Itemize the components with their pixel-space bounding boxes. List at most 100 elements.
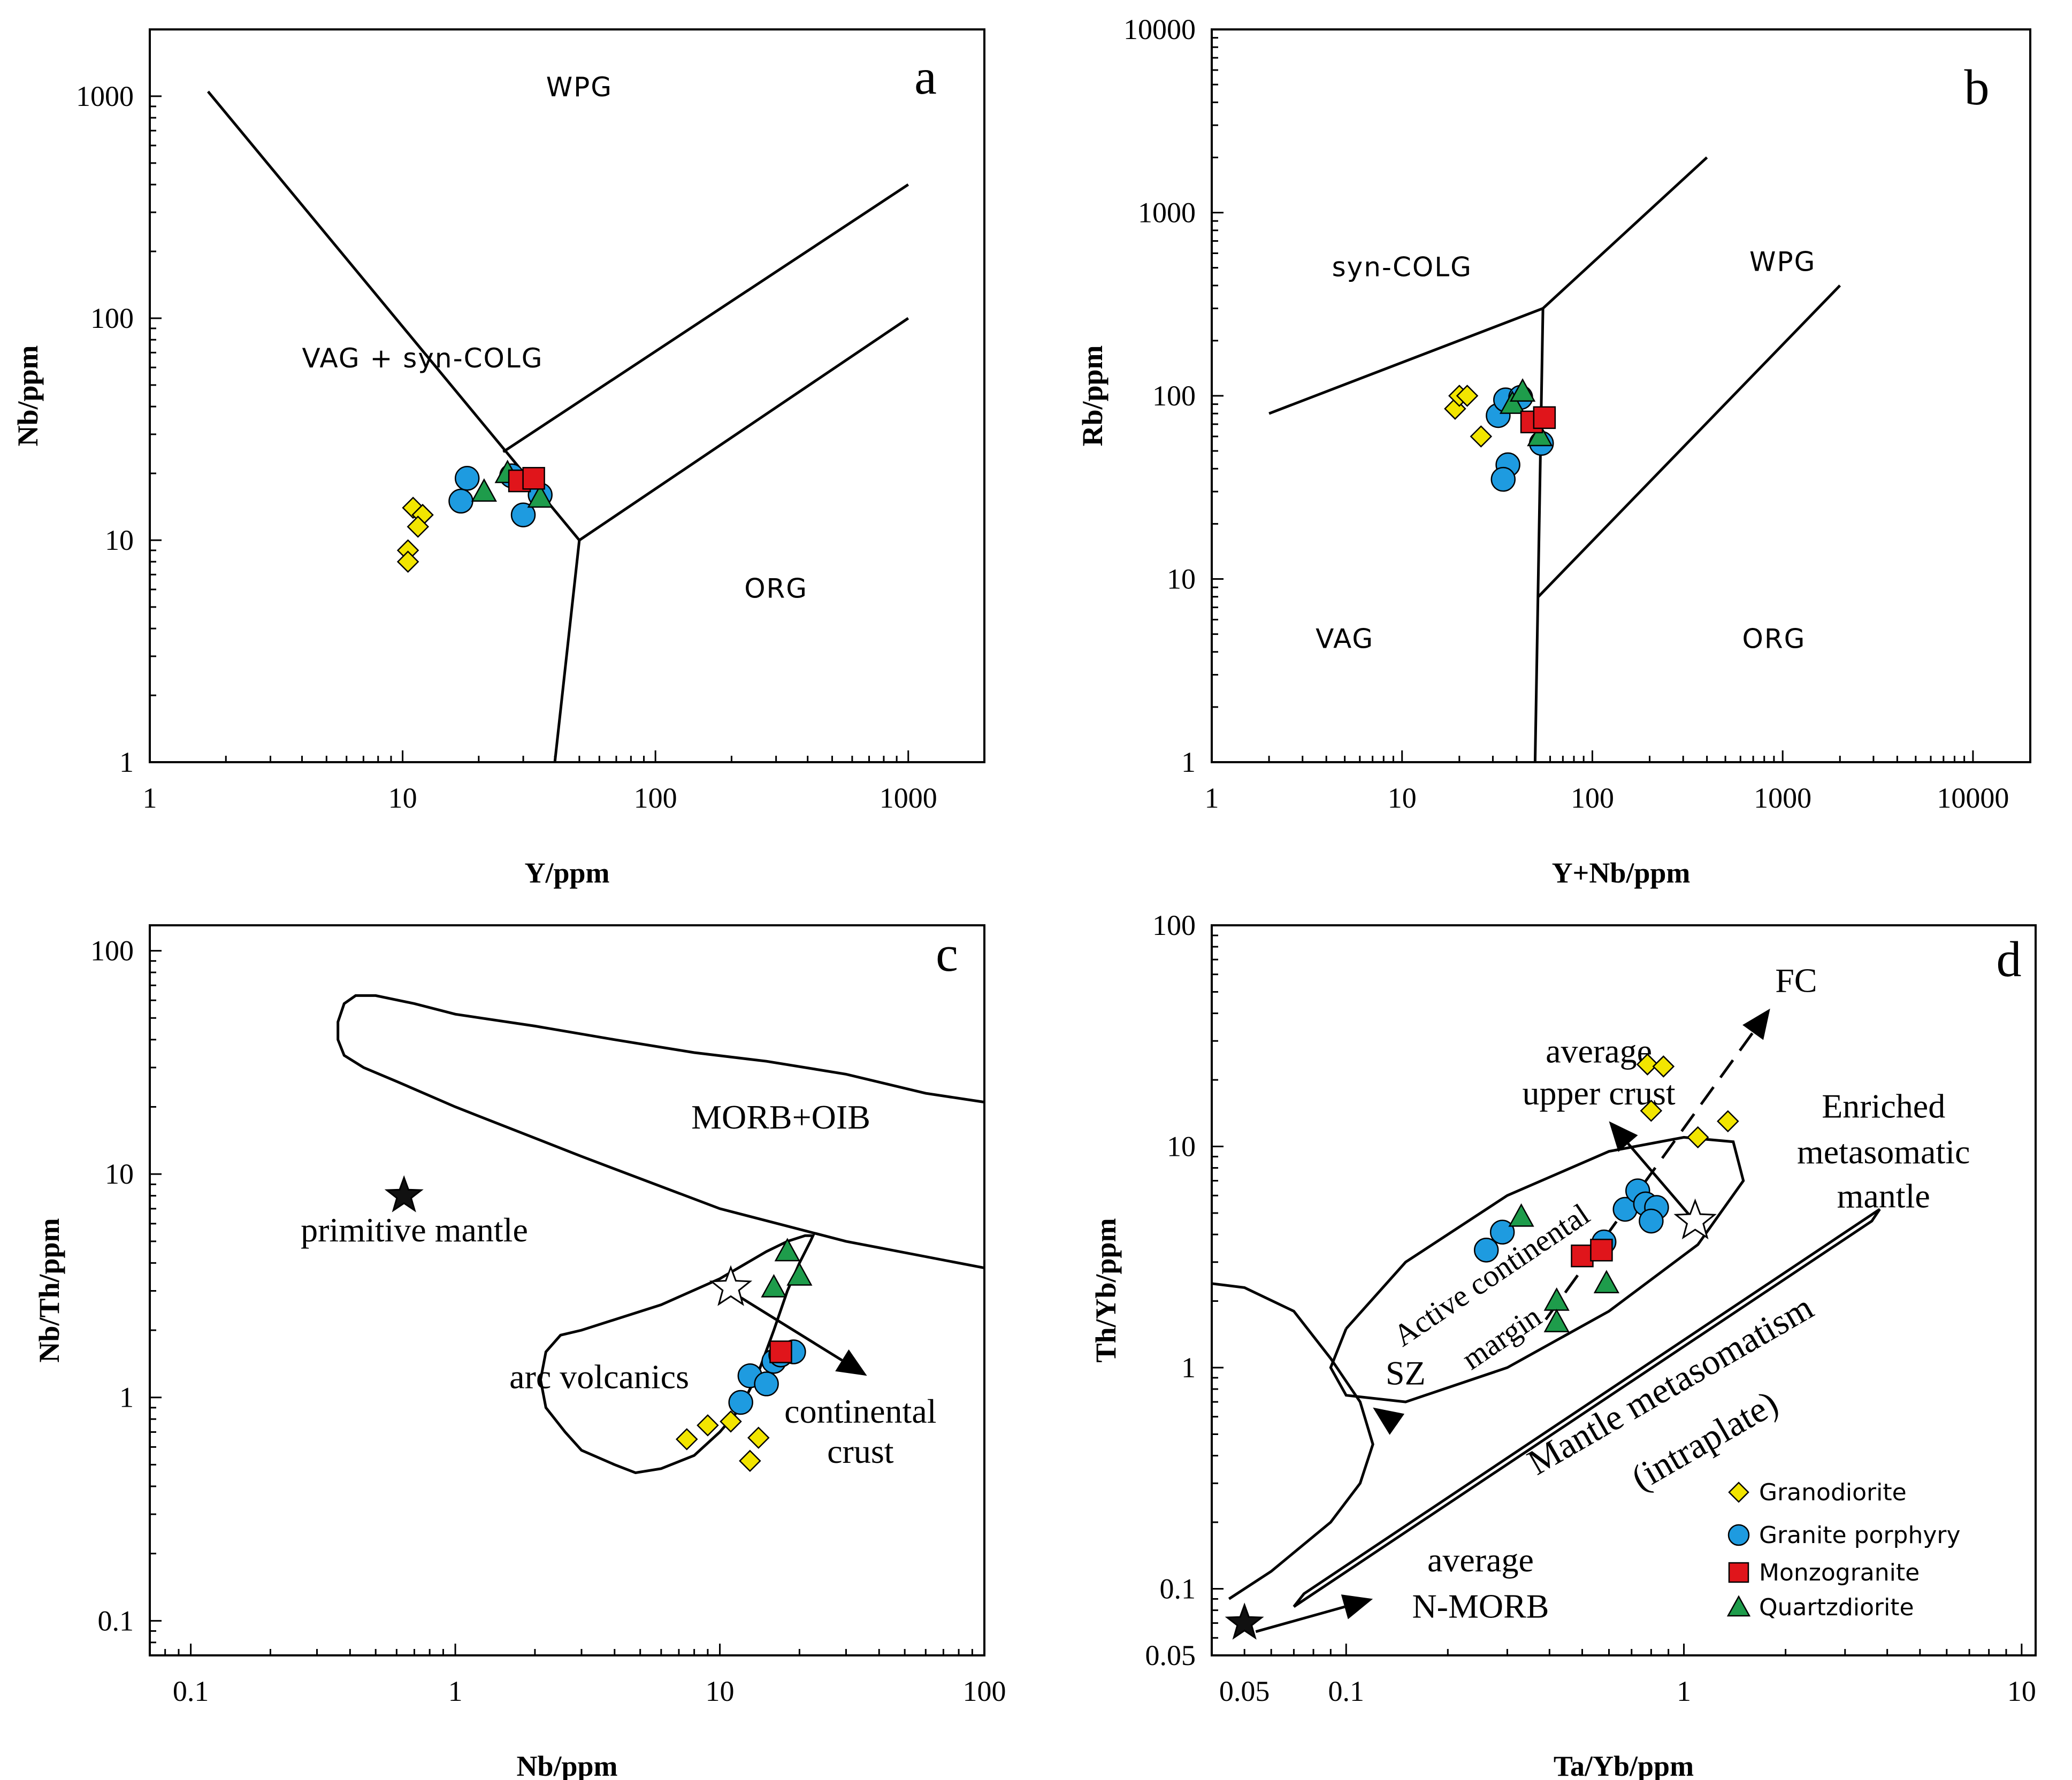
- legend-marker-monzogranite: [1728, 1562, 1749, 1583]
- legend-label-granodiorite: Granodiorite: [1759, 1479, 1907, 1506]
- data-point-porphyry: [510, 502, 536, 527]
- trend-arrow: [1255, 1605, 1345, 1633]
- data-point-porphyry: [1639, 1208, 1664, 1234]
- field-label: syn-COLG: [1332, 251, 1472, 282]
- x-tick-label: 1: [1677, 1675, 1691, 1707]
- data-point-quartzdiorite: [1543, 1309, 1570, 1332]
- field-boundary: [1537, 285, 1841, 598]
- reference-star-filled: [384, 1175, 424, 1213]
- plot-frame-d: [1211, 924, 2037, 1656]
- arrow-head: [1341, 1594, 1373, 1620]
- plot-frame-a: [149, 28, 985, 763]
- x-tick-label: 1: [448, 1675, 463, 1707]
- field-label: ORG: [744, 573, 808, 604]
- trend-arrow: [1627, 1142, 1692, 1218]
- y-tick-label: 10: [1167, 563, 1196, 595]
- chart-b: 1 10 100 1000 10000 1 10 100 1000 10000 Y+Nb/ppm Rb…: [1076, 13, 2031, 889]
- panel-letter: c: [936, 926, 958, 982]
- field-boundary: [578, 317, 909, 542]
- field-boundary: [207, 90, 581, 763]
- x-axis-title: Y+Nb/ppm: [1552, 857, 1691, 889]
- legend: Granodiorite Granite porphyry Monzograni…: [1726, 1479, 1961, 1621]
- legend-label-quartzdiorite: Quartzdiorite: [1759, 1594, 1914, 1621]
- data-point-quartzdiorite: [527, 484, 553, 508]
- chart-c: 0.1 1 10 100 0.1 1 10 100 Nb/ppm Nb/Th/ppm c MORB+O…: [33, 924, 1006, 1780]
- x-tick-label: 100: [634, 782, 677, 814]
- y-tick-label: 100: [90, 935, 134, 967]
- x-tick-label: 1000: [880, 782, 937, 814]
- reference-star-open: [709, 1265, 753, 1306]
- x-tick-label: 100: [1571, 782, 1614, 814]
- field-boundary: [502, 183, 909, 453]
- data-point-porphyry: [1490, 466, 1516, 492]
- x-tick-label: 0.05: [1219, 1675, 1270, 1707]
- arrow-head: [1609, 1121, 1638, 1152]
- reference-star-open: [1673, 1198, 1717, 1240]
- field-label: WPG: [1749, 247, 1816, 278]
- y-tick-label: 10: [105, 1158, 134, 1190]
- field-boundary: [1533, 308, 1545, 763]
- data-point-monzogranite: [522, 467, 545, 490]
- data-point-granodiorite: [675, 1428, 698, 1451]
- y-axis-title: Th/Yb/ppm: [1090, 1218, 1122, 1362]
- y-tick-label: 10: [105, 524, 134, 556]
- field-label: arc volcanics: [509, 1357, 689, 1395]
- y-tick-label: 1: [1181, 1352, 1196, 1384]
- data-point-granodiorite: [407, 516, 430, 538]
- data-point-quartzdiorite: [471, 478, 497, 502]
- x-axis-title: Y/ppm: [524, 857, 609, 889]
- data-point-porphyry: [728, 1390, 753, 1415]
- field-boundary: [1293, 1208, 1881, 1608]
- data-point-granodiorite: [747, 1426, 770, 1449]
- field-label: primitive mantle: [301, 1211, 528, 1249]
- x-axis-title: Nb/ppm: [516, 1750, 617, 1780]
- data-point-porphyry: [1489, 1219, 1515, 1245]
- y-tick-label: 0.1: [98, 1605, 134, 1637]
- data-point-granodiorite: [1686, 1126, 1709, 1149]
- legend-item-quartzdiorite: Quartzdiorite: [1726, 1594, 1914, 1621]
- x-tick-label: 10: [706, 1675, 735, 1707]
- data-point-quartzdiorite: [1499, 390, 1526, 414]
- x-tick-label: 10: [2007, 1675, 2036, 1707]
- x-tick-label: 1000: [1754, 782, 1811, 814]
- data-point-monzogranite: [1590, 1238, 1613, 1262]
- x-tick-label: 0.1: [1328, 1675, 1364, 1707]
- y-tick-label: 1: [1181, 746, 1196, 778]
- field-label: continental: [784, 1392, 936, 1430]
- trend-arrow: [740, 1296, 843, 1362]
- field-boundary: [1211, 1282, 1374, 1600]
- dashed-trend-arrow: [1545, 1031, 1754, 1321]
- data-point-quartzdiorite: [774, 1238, 800, 1262]
- y-tick-label: 1000: [1138, 197, 1196, 229]
- arrow-head: [1373, 1407, 1405, 1435]
- field-label: crust: [827, 1432, 894, 1470]
- arrow-head: [1742, 1008, 1770, 1040]
- field-label: MORB+OIB: [691, 1098, 870, 1136]
- x-axis-title: Ta/Yb/ppm: [1554, 1750, 1694, 1780]
- legend-item-monzogranite: Monzogranite: [1728, 1559, 1920, 1586]
- data-point-quartzdiorite: [1509, 378, 1536, 402]
- data-point-granodiorite: [1470, 425, 1493, 448]
- data-point-granodiorite: [1456, 385, 1479, 407]
- data-point-quartzdiorite: [1527, 423, 1553, 447]
- y-axis-title: Nb/ppm: [12, 345, 44, 446]
- field-boundary: [1329, 1135, 1745, 1403]
- field-boundary: [1268, 156, 1708, 415]
- panel-letter: a: [914, 49, 937, 105]
- data-point-granodiorite: [739, 1449, 761, 1472]
- data-point-porphyry: [754, 1371, 779, 1397]
- x-tick-label: 1: [143, 782, 157, 814]
- plot-frame-c: [149, 924, 985, 1656]
- legend-label-monzogranite: Monzogranite: [1759, 1559, 1920, 1586]
- chart-a: 1 10 100 1000 1 10 100 1000 Y/ppm Nb/ppm a WPG VAG +…: [12, 28, 985, 889]
- data-point-porphyry: [448, 488, 473, 514]
- data-point-granodiorite: [1717, 1110, 1739, 1133]
- data-point-quartzdiorite: [1593, 1270, 1619, 1294]
- y-tick-label: 100: [1152, 380, 1196, 412]
- field-label: average: [1546, 1032, 1652, 1070]
- reference-star-filled: [1225, 1602, 1264, 1640]
- legend-marker-porphyry: [1727, 1524, 1750, 1546]
- data-point-monzogranite: [769, 1340, 792, 1363]
- data-point-granodiorite: [1636, 1053, 1659, 1076]
